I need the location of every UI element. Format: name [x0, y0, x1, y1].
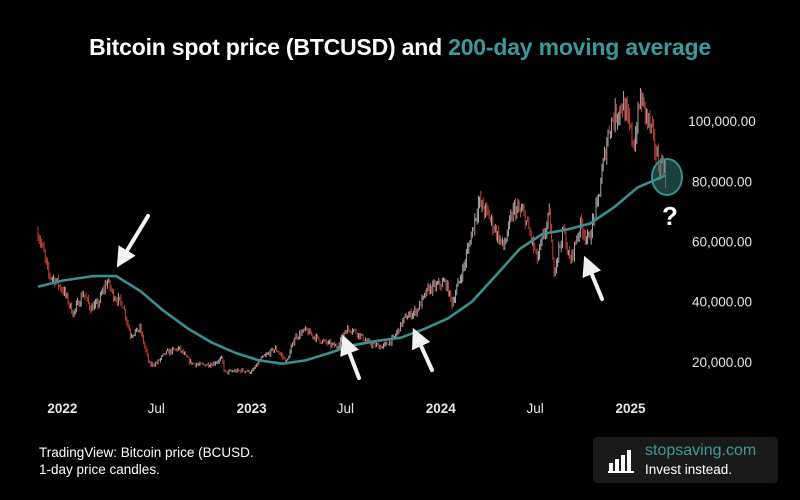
arrow-annotation [412, 327, 434, 372]
bar-chart-logo-icon [608, 447, 636, 478]
arrow-annotation [582, 255, 604, 301]
moving-average-series [37, 174, 667, 365]
y-tick-label: 80,000.00 [692, 174, 752, 189]
x-tick-label: 2024 [426, 401, 457, 416]
brand-name: stopsaving.com [645, 442, 757, 459]
question-mark: ? [662, 201, 678, 231]
chart-title: Bitcoin spot price (BTCUSD) and 200-day … [0, 34, 800, 61]
source-line-2: 1-day price candles. [39, 462, 160, 477]
y-tick-label: 60,000.00 [692, 235, 752, 250]
source-line-1: TradingView: Bitcoin price (BCUSD. [39, 445, 254, 460]
y-axis: 20,000.00 40,000.00 60,000.00 80,000.00 100,… [688, 114, 756, 370]
x-tick-label: 2023 [237, 401, 268, 416]
title-highlight: 200-day moving average [448, 34, 711, 60]
source-note: TradingView: Bitcoin price (BCUSD. 1-day… [39, 444, 254, 478]
highlight-circle [651, 158, 683, 196]
moving-average-line [37, 174, 667, 365]
x-tick-label: 2022 [47, 401, 77, 416]
brand-tagline: Invest instead. [645, 462, 733, 477]
x-tick-label: Jul [148, 401, 165, 416]
arrow-annotation [340, 334, 361, 380]
x-tick-label: Jul [527, 401, 544, 416]
y-tick-label: 40,000.00 [692, 295, 752, 310]
x-axis: 2022 Jul 2023 Jul 2024 Jul 2025 [47, 401, 646, 416]
annotations: ? [116, 158, 683, 380]
brand-badge[interactable]: stopsaving.com Invest instead. [593, 437, 778, 483]
title-main: Bitcoin spot price (BTCUSD) and [89, 34, 449, 60]
x-tick-label: 2025 [616, 401, 647, 416]
y-tick-label: 100,000.00 [688, 114, 756, 129]
arrow-annotation [116, 214, 150, 268]
x-tick-label: Jul [337, 401, 354, 416]
price-series [37, 87, 667, 375]
y-tick-label: 20,000.00 [692, 355, 752, 370]
